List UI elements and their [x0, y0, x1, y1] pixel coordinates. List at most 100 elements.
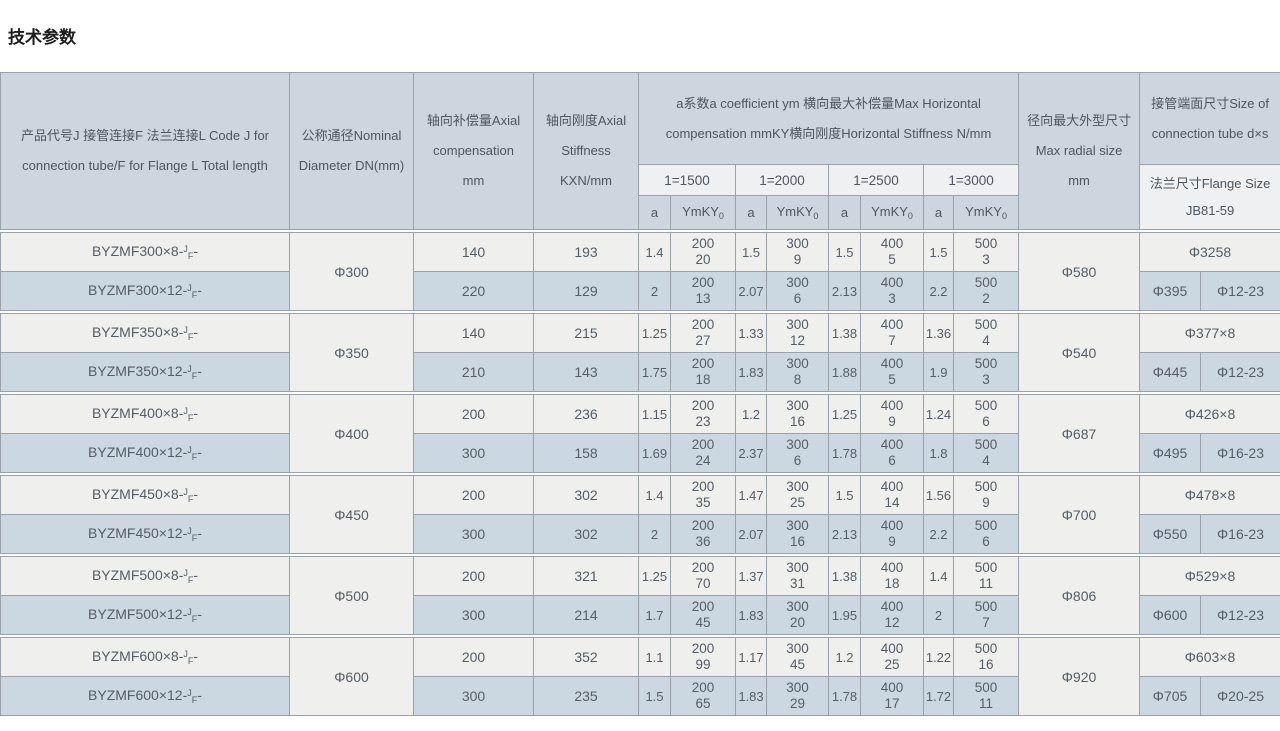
cell-a-coefficient-1: 2: [638, 271, 671, 311]
header-row-a-ym: a YmKY0 a YmKY0 a YmKY0 a YmKY0: [1, 195, 1280, 230]
spec-table-header: 产品代号J 接管连接F 法兰连接L Code J for connection …: [0, 72, 1280, 230]
cell-ym-ky-1: 200 24: [670, 433, 736, 473]
cell-a-coefficient-4: 1.56: [923, 475, 954, 515]
cell-axial-stiffness: 352: [533, 637, 639, 677]
cell-tube-size: Φ529×8: [1139, 556, 1280, 596]
data-group-table: BYZMF600×8-JF- Φ600 200 352 1.1 200 99 1.17 300 4…: [0, 637, 1280, 716]
code-superscript: J: [183, 325, 188, 335]
cell-flange-diameter: Φ445: [1139, 352, 1201, 392]
cell-a-coefficient-3: 1.25: [828, 394, 861, 434]
data-group-table: BYZMF350×8-JF- Φ350 140 215 1.25 200 27 1.33 300…: [0, 313, 1280, 392]
cell-ym-ky-3: 400 5: [860, 352, 924, 392]
code-subscript: F: [187, 332, 194, 342]
cell-ym-ky-3: 400 6: [860, 433, 924, 473]
cell-axial-compensation: 140: [413, 313, 534, 353]
cell-axial-compensation: 300: [413, 433, 534, 473]
cell-axial-compensation: 200: [413, 475, 534, 515]
cell-a-coefficient-3: 1.2: [828, 637, 861, 677]
cell-a-coefficient-1: 1.15: [638, 394, 671, 434]
ymky-subscript: 0: [1001, 211, 1007, 221]
cell-ym-ky-2: 300 25: [766, 475, 829, 515]
code-superscript: J: [183, 244, 188, 254]
cell-max-radial-size: Φ700: [1018, 475, 1140, 554]
code-superscript: J: [183, 487, 188, 497]
cell-tube-size: Φ603×8: [1139, 637, 1280, 677]
cell-a-coefficient-3: 1.95: [828, 595, 861, 635]
cell-flange-diameter: Φ600: [1139, 595, 1201, 635]
cell-a-coefficient-4: 1.5: [923, 232, 954, 272]
code-superscript: J: [187, 607, 192, 617]
cell-a-coefficient-2: 1.47: [735, 475, 767, 515]
cell-flange-bolt-size: Φ12-23: [1200, 595, 1280, 635]
cell-product-code: BYZMF500×8-JF-: [0, 556, 290, 596]
cell-axial-compensation: 300: [413, 595, 534, 635]
cell-a-coefficient-3: 1.38: [828, 556, 861, 596]
cell-tube-size: Φ426×8: [1139, 394, 1280, 434]
table-row: BYZMF300×12-JF- 220 129 2 200 13 2.07 300 6 2.13 4…: [0, 271, 1280, 311]
code-subscript: F: [191, 533, 198, 543]
data-group-table: BYZMF300×8-JF- Φ300 140 193 1.4 200 20 1.5 300 9 1…: [0, 232, 1280, 311]
cell-ym-ky-1: 200 18: [670, 352, 736, 392]
header-flange-size: 法兰尺寸Flange Size JB81-59: [1139, 164, 1280, 230]
header-ymky-2: YmKY0: [766, 195, 829, 230]
cell-tube-size: Φ377×8: [1139, 313, 1280, 353]
code-superscript: J: [187, 688, 192, 698]
cell-a-coefficient-4: 1.36: [923, 313, 954, 353]
header-tube-size: 接管端面尺寸Size of connection tube d×s: [1139, 72, 1280, 165]
cell-a-coefficient-2: 1.37: [735, 556, 767, 596]
ymky-subscript: 0: [718, 211, 724, 221]
cell-axial-stiffness: 302: [533, 514, 639, 554]
cell-axial-stiffness: 236: [533, 394, 639, 434]
spec-table-body: BYZMF300×8-JF- Φ300 140 193 1.4 200 20 1.5 300 9 1…: [0, 232, 1280, 716]
ymky-subscript: 0: [907, 211, 913, 221]
cell-axial-stiffness: 193: [533, 232, 639, 272]
cell-product-code: BYZMF300×8-JF-: [0, 232, 290, 272]
header-axial-stiffness: 轴向刚度Axial Stiffness KXN/mm: [533, 72, 639, 230]
cell-axial-stiffness: 321: [533, 556, 639, 596]
cell-axial-stiffness: 143: [533, 352, 639, 392]
header-length-3000: 1=3000: [922, 164, 1020, 196]
cell-a-coefficient-3: 1.78: [828, 676, 861, 716]
code-superscript: J: [187, 364, 192, 374]
cell-a-coefficient-2: 1.83: [735, 352, 767, 392]
cell-ym-ky-3: 400 18: [860, 556, 924, 596]
cell-a-coefficient-4: 1.4: [923, 556, 954, 596]
cell-axial-stiffness: 158: [533, 433, 639, 473]
cell-axial-stiffness: 215: [533, 313, 639, 353]
cell-ym-ky-2: 300 8: [766, 352, 829, 392]
cell-a-coefficient-3: 2.13: [828, 271, 861, 311]
cell-a-coefficient-3: 1.78: [828, 433, 861, 473]
header-row-lengths: 1=1500 1=2000 1=2500 1=3000 法兰尺寸Flange S…: [1, 164, 1280, 230]
table-row: BYZMF600×8-JF- Φ600 200 352 1.1 200 99 1.17 300 4…: [0, 637, 1280, 716]
cell-ym-ky-1: 200 70: [670, 556, 736, 596]
cell-nominal-diameter: Φ600: [289, 637, 414, 716]
code-subscript: F: [187, 575, 194, 585]
cell-product-code: BYZMF350×12-JF-: [0, 352, 290, 392]
table-row: BYZMF400×8-JF- Φ400 200 236 1.15 200 23 1.2 300 1…: [0, 394, 1280, 473]
cell-flange-diameter: Φ395: [1139, 271, 1201, 311]
table-row: BYZMF350×12-JF- 210 143 1.75 200 18 1.83 300 8 1.…: [0, 352, 1280, 392]
code-superscript: J: [187, 445, 192, 455]
cell-a-coefficient-4: 2.2: [923, 514, 954, 554]
header-length-1500: 1=1500: [638, 164, 736, 196]
ymky-label: YmKY: [871, 204, 908, 219]
cell-a-coefficient-1: 1.25: [638, 556, 671, 596]
cell-max-radial-size: Φ540: [1018, 313, 1140, 392]
cell-ym-ky-1: 200 13: [670, 271, 736, 311]
cell-product-code: BYZMF450×12-JF-: [0, 514, 290, 554]
cell-a-coefficient-1: 1.4: [638, 475, 671, 515]
cell-axial-compensation: 220: [413, 271, 534, 311]
cell-ym-ky-2: 300 12: [766, 313, 829, 353]
cell-nominal-diameter: Φ300: [289, 232, 414, 311]
cell-a-coefficient-4: 1.72: [923, 676, 954, 716]
cell-ym-ky-4: 500 2: [953, 271, 1019, 311]
table-row: BYZMF450×12-JF- 300 302 2 200 36 2.07 300 16 2.13…: [0, 514, 1280, 554]
header-product-code: 产品代号J 接管连接F 法兰连接L Code J for connection …: [0, 72, 290, 230]
table-row: BYZMF350×8-JF- Φ350 140 215 1.25 200 27 1.33 300…: [0, 313, 1280, 392]
header-length-2500: 1=2500: [828, 164, 924, 196]
ymky-subscript: 0: [813, 211, 819, 221]
table-row: BYZMF300×8-JF- Φ300 140 193 1.4 200 20 1.5 300 9 1…: [0, 232, 1280, 311]
cell-a-coefficient-4: 2.2: [923, 271, 954, 311]
cell-a-coefficient-2: 1.5: [735, 232, 767, 272]
cell-ym-ky-2: 300 16: [766, 394, 829, 434]
